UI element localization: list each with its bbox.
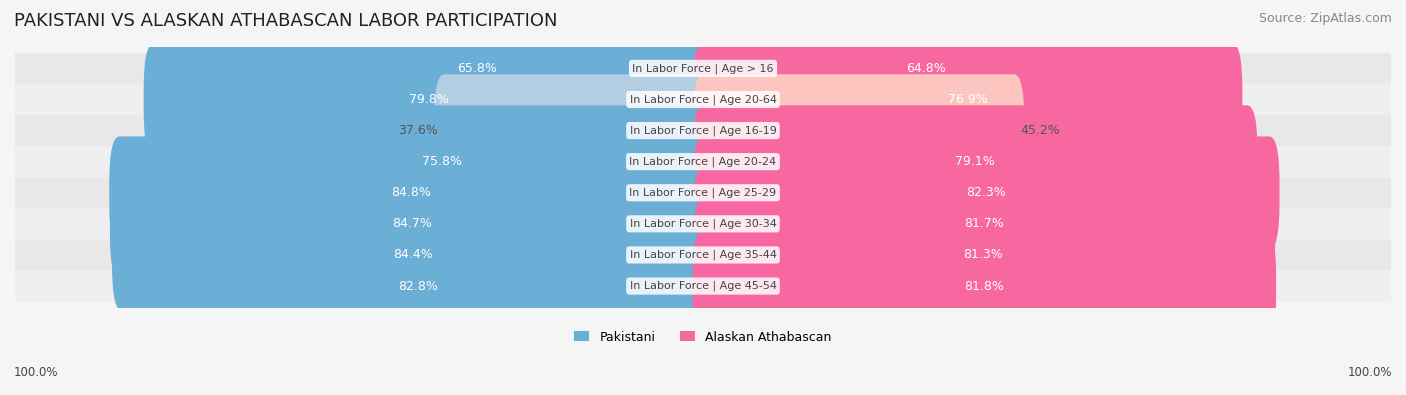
Text: In Labor Force | Age 45-54: In Labor Force | Age 45-54 bbox=[630, 281, 776, 291]
FancyBboxPatch shape bbox=[15, 208, 1391, 239]
Text: 100.0%: 100.0% bbox=[14, 366, 59, 379]
Text: 81.8%: 81.8% bbox=[965, 280, 1004, 293]
FancyBboxPatch shape bbox=[15, 239, 1391, 271]
FancyBboxPatch shape bbox=[172, 105, 713, 218]
FancyBboxPatch shape bbox=[693, 12, 1159, 125]
Text: 79.8%: 79.8% bbox=[409, 93, 449, 106]
Text: 45.2%: 45.2% bbox=[1021, 124, 1060, 137]
FancyBboxPatch shape bbox=[15, 146, 1391, 177]
FancyBboxPatch shape bbox=[110, 136, 713, 249]
Text: In Labor Force | Age 35-44: In Labor Force | Age 35-44 bbox=[630, 250, 776, 260]
Text: In Labor Force | Age 25-29: In Labor Force | Age 25-29 bbox=[630, 188, 776, 198]
FancyBboxPatch shape bbox=[15, 177, 1391, 208]
Text: PAKISTANI VS ALASKAN ATHABASCAN LABOR PARTICIPATION: PAKISTANI VS ALASKAN ATHABASCAN LABOR PA… bbox=[14, 12, 558, 30]
FancyBboxPatch shape bbox=[693, 167, 1275, 280]
Text: In Labor Force | Age 20-24: In Labor Force | Age 20-24 bbox=[630, 156, 776, 167]
FancyBboxPatch shape bbox=[693, 43, 1243, 156]
Text: 100.0%: 100.0% bbox=[1347, 366, 1392, 379]
FancyBboxPatch shape bbox=[143, 43, 713, 156]
Text: In Labor Force | Age 16-19: In Labor Force | Age 16-19 bbox=[630, 125, 776, 136]
Text: In Labor Force | Age 30-34: In Labor Force | Age 30-34 bbox=[630, 218, 776, 229]
Text: 37.6%: 37.6% bbox=[398, 124, 437, 137]
Text: 76.9%: 76.9% bbox=[948, 93, 987, 106]
FancyBboxPatch shape bbox=[15, 115, 1391, 146]
Text: 79.1%: 79.1% bbox=[955, 155, 995, 168]
Text: 82.3%: 82.3% bbox=[966, 186, 1005, 199]
Text: 75.8%: 75.8% bbox=[422, 155, 463, 168]
Text: 84.8%: 84.8% bbox=[391, 186, 432, 199]
Text: 64.8%: 64.8% bbox=[905, 62, 946, 75]
Text: In Labor Force | Age > 16: In Labor Force | Age > 16 bbox=[633, 63, 773, 73]
Text: In Labor Force | Age 20-64: In Labor Force | Age 20-64 bbox=[630, 94, 776, 105]
Text: 81.7%: 81.7% bbox=[965, 217, 1004, 230]
FancyBboxPatch shape bbox=[15, 53, 1391, 84]
FancyBboxPatch shape bbox=[15, 84, 1391, 115]
Text: 84.4%: 84.4% bbox=[392, 248, 433, 261]
FancyBboxPatch shape bbox=[15, 271, 1391, 302]
FancyBboxPatch shape bbox=[122, 230, 713, 342]
FancyBboxPatch shape bbox=[112, 199, 713, 311]
FancyBboxPatch shape bbox=[693, 136, 1279, 249]
Legend: Pakistani, Alaskan Athabascan: Pakistani, Alaskan Athabascan bbox=[569, 325, 837, 348]
Text: 82.8%: 82.8% bbox=[398, 280, 439, 293]
FancyBboxPatch shape bbox=[693, 230, 1277, 342]
FancyBboxPatch shape bbox=[693, 74, 1025, 187]
FancyBboxPatch shape bbox=[240, 12, 713, 125]
FancyBboxPatch shape bbox=[110, 167, 713, 280]
FancyBboxPatch shape bbox=[693, 199, 1272, 311]
FancyBboxPatch shape bbox=[434, 74, 713, 187]
Text: 65.8%: 65.8% bbox=[457, 62, 496, 75]
Text: 81.3%: 81.3% bbox=[963, 248, 1002, 261]
Text: 84.7%: 84.7% bbox=[392, 217, 432, 230]
FancyBboxPatch shape bbox=[693, 105, 1257, 218]
Text: Source: ZipAtlas.com: Source: ZipAtlas.com bbox=[1258, 12, 1392, 25]
